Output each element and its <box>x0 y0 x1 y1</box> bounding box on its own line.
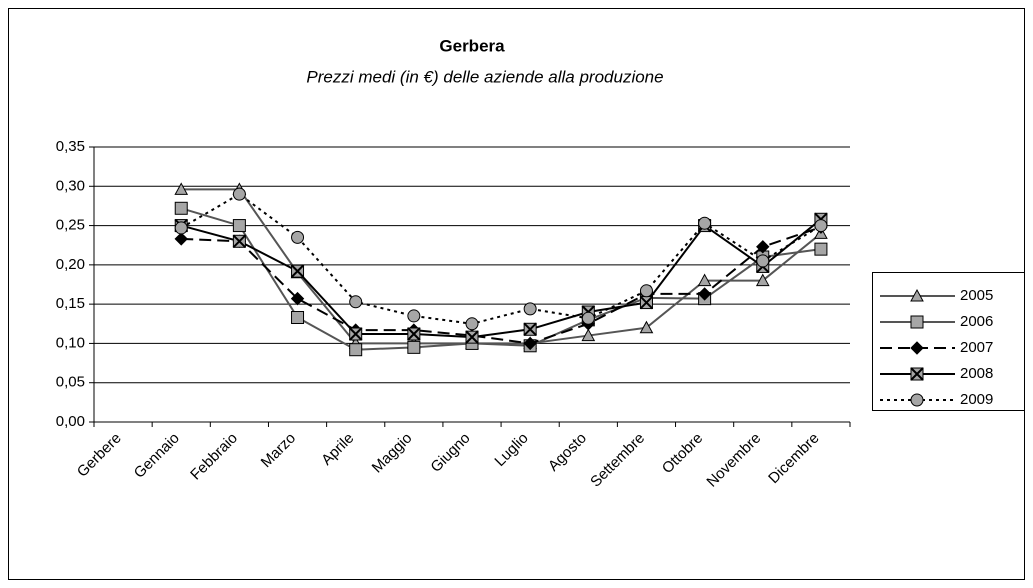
marker <box>523 336 537 351</box>
series-line <box>180 207 822 351</box>
marker <box>581 328 596 342</box>
marker-cross <box>348 327 363 341</box>
marker <box>697 287 712 301</box>
marker-cross <box>232 234 247 248</box>
marker <box>523 322 537 336</box>
y-tick-label: 0,25 <box>56 217 85 234</box>
marker <box>291 311 305 324</box>
marker <box>698 216 712 230</box>
legend-marker <box>910 367 924 381</box>
marker <box>349 343 363 357</box>
legend-marker <box>910 315 924 329</box>
marker <box>465 317 479 331</box>
legend-label: 2008 <box>960 365 993 382</box>
legend-marker <box>910 341 924 355</box>
series-line <box>181 226 822 345</box>
marker <box>639 295 654 310</box>
y-tick-label: 0,35 <box>56 138 85 155</box>
marker <box>174 182 189 195</box>
marker <box>232 234 247 248</box>
marker-cross <box>290 264 305 278</box>
marker <box>348 327 363 341</box>
legend-marker <box>910 288 924 302</box>
marker-cross <box>639 295 654 310</box>
marker <box>465 330 479 344</box>
marker <box>523 302 537 316</box>
marker <box>697 273 712 287</box>
marker <box>756 254 770 268</box>
marker-cross <box>523 322 537 336</box>
chart-title: Gerbera <box>439 36 505 55</box>
marker <box>174 232 188 246</box>
marker <box>174 221 188 235</box>
marker <box>291 230 305 244</box>
y-tick-label: 0,30 <box>56 177 85 194</box>
y-tick-label: 0,15 <box>56 295 85 312</box>
marker <box>174 201 188 215</box>
legend-label: 2007 <box>960 339 993 356</box>
marker <box>581 311 595 325</box>
marker <box>290 291 305 306</box>
marker <box>755 273 770 287</box>
series-line <box>180 192 822 325</box>
marker <box>290 264 305 278</box>
y-tick-label: 0,20 <box>56 256 85 273</box>
marker <box>639 284 653 298</box>
legend-label: 2009 <box>960 391 993 408</box>
marker <box>814 242 828 256</box>
marker <box>407 327 421 341</box>
y-tick-label: 0,05 <box>56 374 85 391</box>
marker <box>232 187 246 201</box>
y-tick-label: 0,10 <box>56 334 85 351</box>
legend-marker <box>910 393 924 407</box>
legend-box <box>872 272 1025 411</box>
marker <box>814 219 828 233</box>
marker-cross <box>910 367 924 381</box>
marker <box>407 340 421 354</box>
chart-subtitle: Prezzi medi (in €) delle aziende alla pr… <box>306 67 663 86</box>
marker <box>407 309 421 323</box>
marker <box>349 295 363 309</box>
marker <box>639 320 654 334</box>
series-line <box>180 218 822 339</box>
legend-label: 2005 <box>960 287 993 304</box>
marker <box>756 240 770 254</box>
marker-cross <box>407 327 421 341</box>
legend-label: 2006 <box>960 313 993 330</box>
chart-border <box>8 8 1025 580</box>
marker <box>232 219 246 233</box>
y-tick-label: 0,00 <box>56 413 85 430</box>
marker-cross <box>465 330 479 344</box>
series-line <box>181 188 822 345</box>
